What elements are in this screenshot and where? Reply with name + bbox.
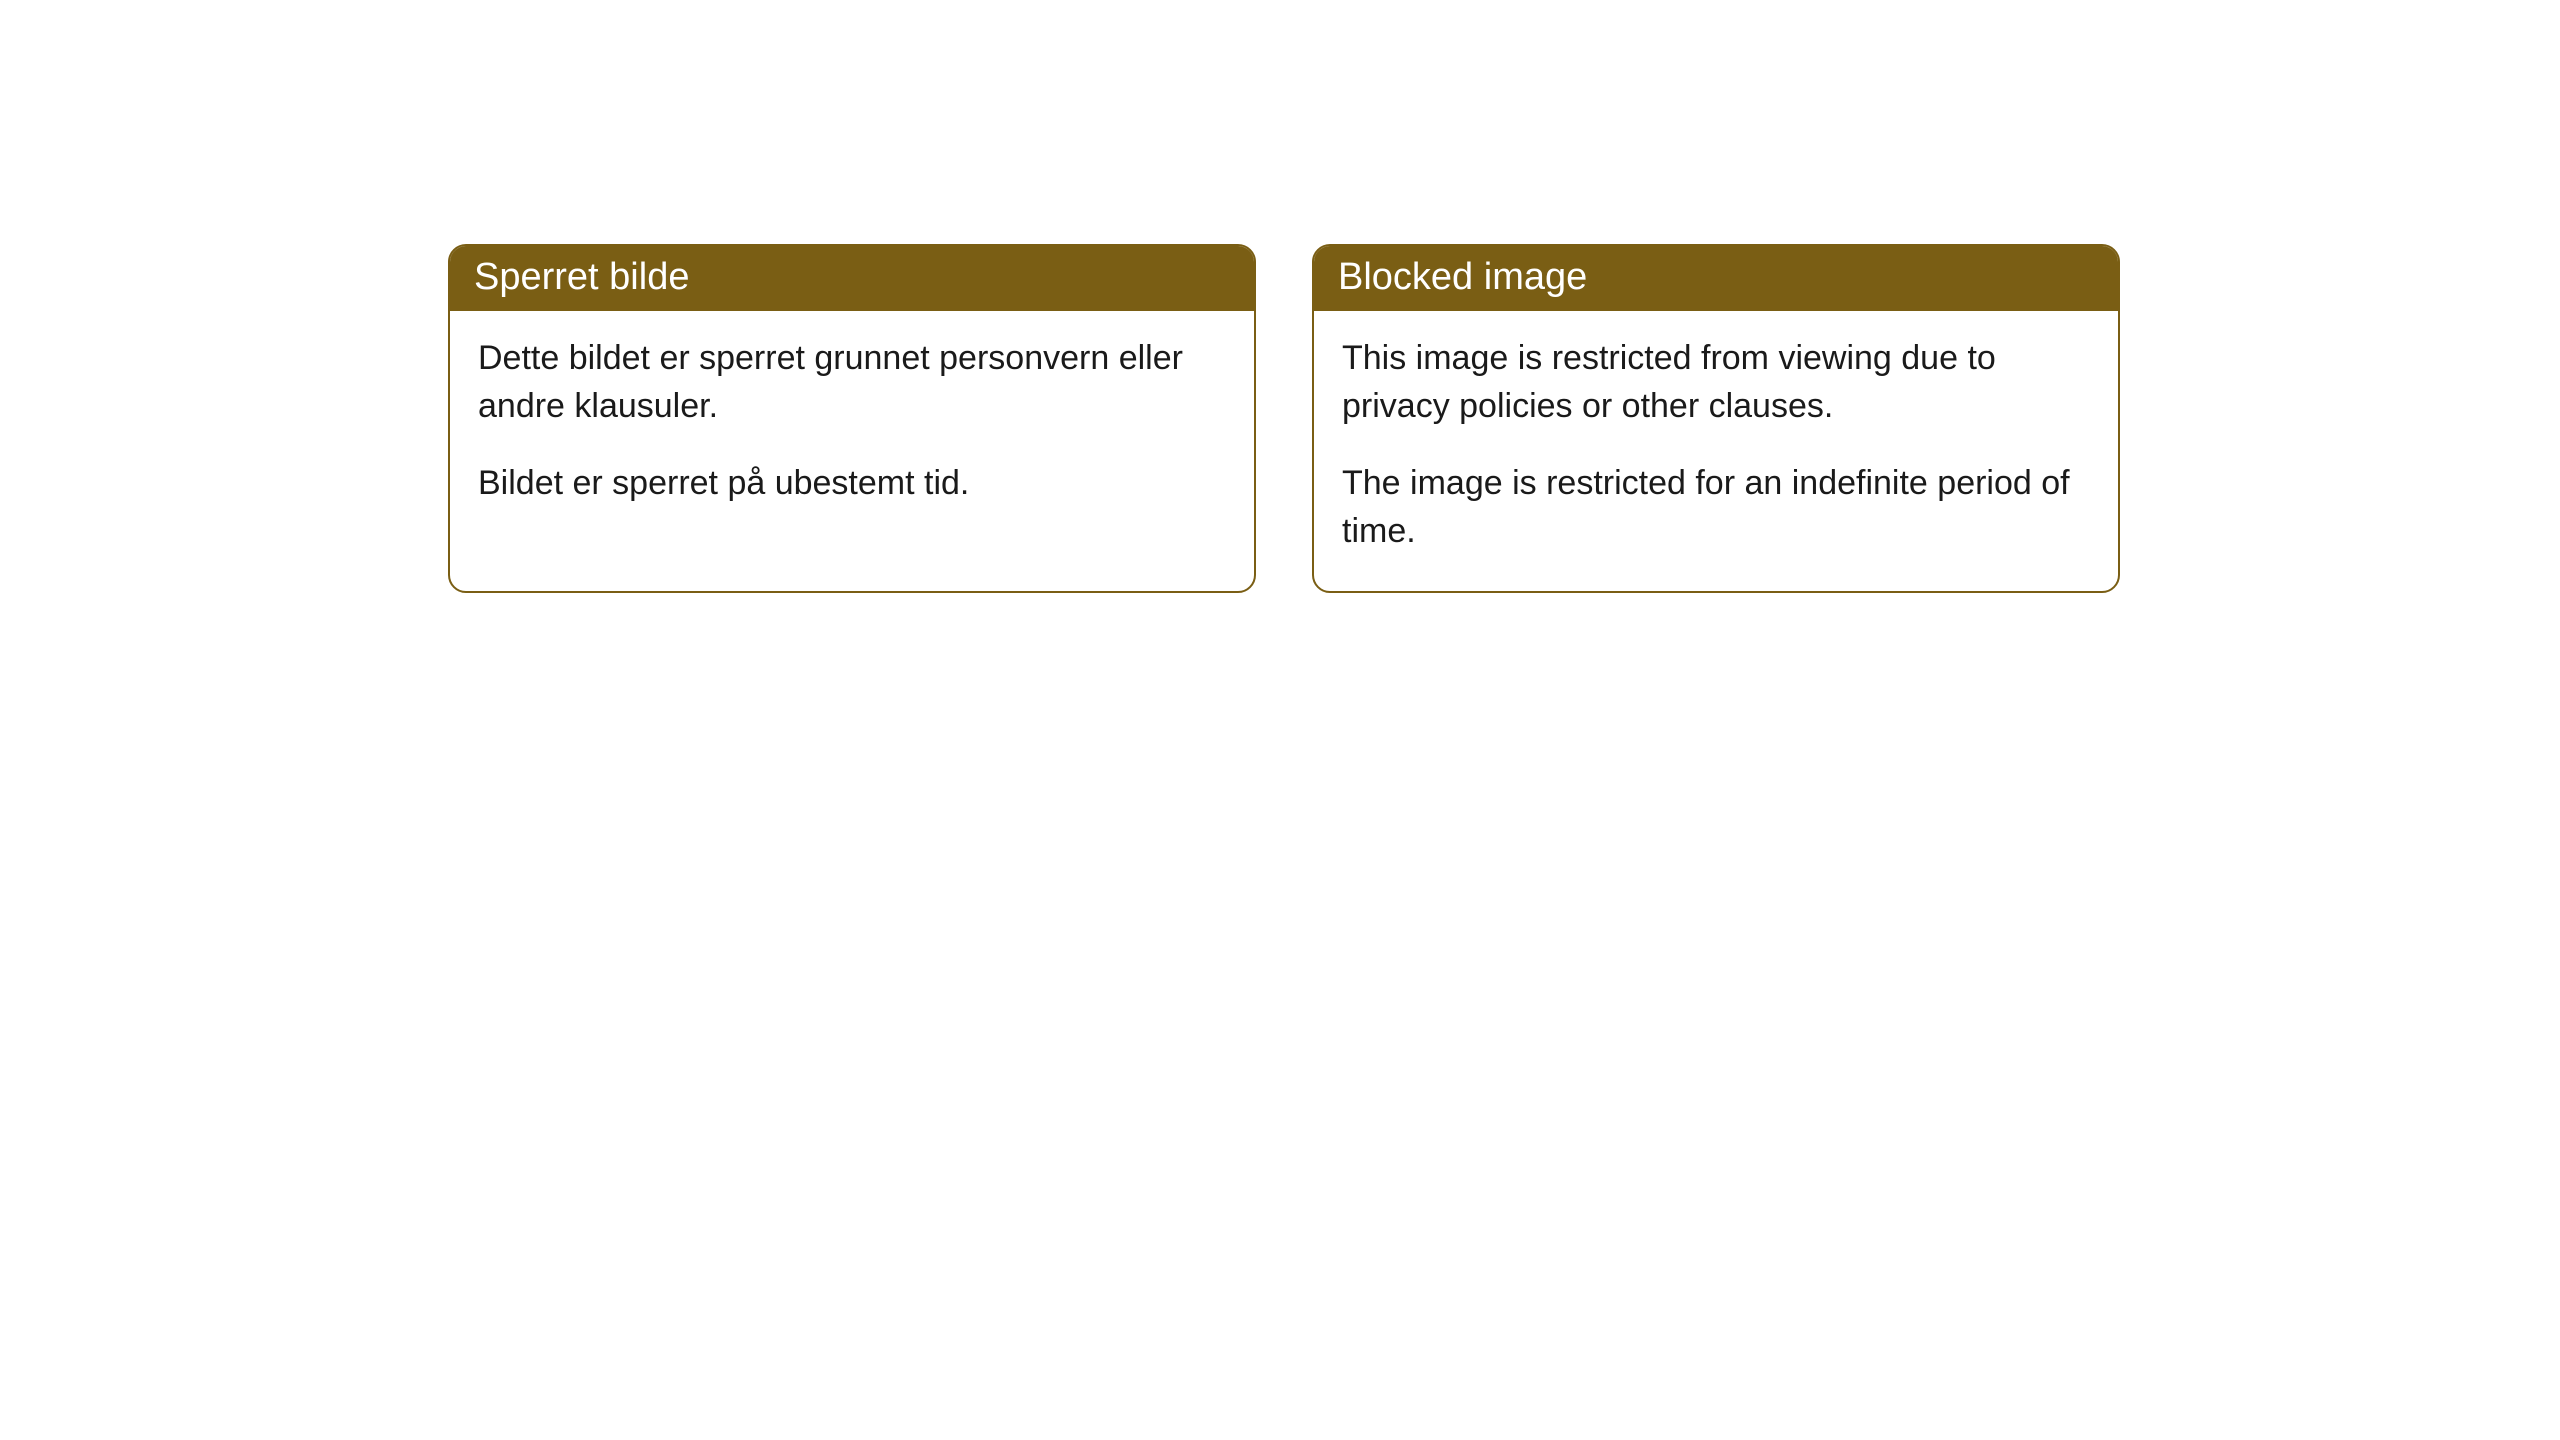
card-header-no: Sperret bilde — [450, 246, 1254, 311]
cards-container: Sperret bilde Dette bildet er sperret gr… — [448, 244, 2120, 593]
blocked-image-card-en: Blocked image This image is restricted f… — [1312, 244, 2120, 593]
blocked-image-card-no: Sperret bilde Dette bildet er sperret gr… — [448, 244, 1256, 593]
card-paragraph-2-no: Bildet er sperret på ubestemt tid. — [478, 460, 1226, 508]
card-header-en: Blocked image — [1314, 246, 2118, 311]
card-body-en: This image is restricted from viewing du… — [1314, 311, 2118, 591]
card-body-no: Dette bildet er sperret grunnet personve… — [450, 311, 1254, 544]
card-paragraph-2-en: The image is restricted for an indefinit… — [1342, 460, 2090, 555]
card-paragraph-1-en: This image is restricted from viewing du… — [1342, 335, 2090, 430]
card-paragraph-1-no: Dette bildet er sperret grunnet personve… — [478, 335, 1226, 430]
